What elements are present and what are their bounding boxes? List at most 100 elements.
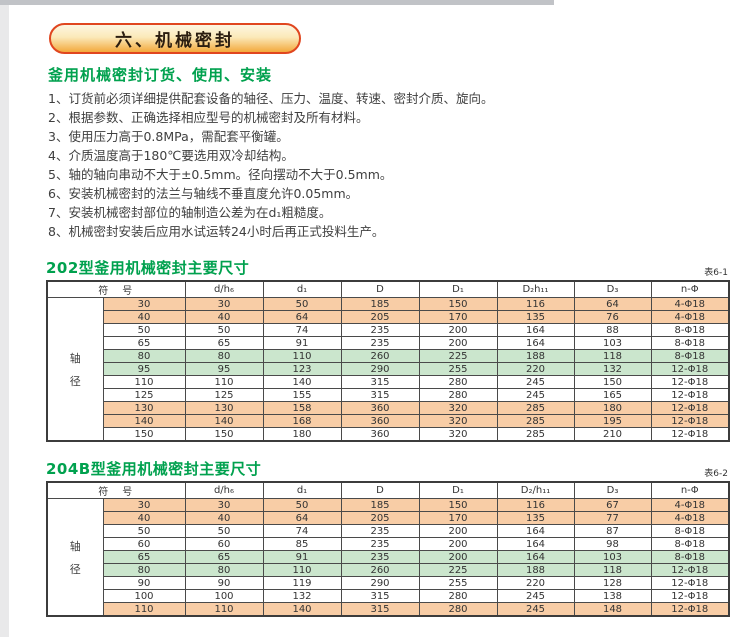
table-cell: 140: [102, 414, 186, 428]
table-cell: 188: [496, 349, 575, 363]
table-cell: 12-Φ18: [650, 362, 730, 376]
table-cell: 50: [262, 498, 342, 512]
table-cell: 30: [184, 297, 264, 311]
table-cell: 290: [340, 362, 420, 376]
table-cell: 4-Φ18: [650, 498, 730, 512]
table-cell: 320: [418, 427, 498, 442]
table-cell: 165: [573, 388, 652, 402]
table-cell: 95: [184, 362, 264, 376]
section-head-202: 202型釜用机械密封主要尺寸 表6-1: [46, 257, 728, 278]
dims-table-202: 符 号 d/h₆ d₁ D D₁ D₂h₁₁ D₃ n-Φ 轴径 30 30 50 185 150 11…: [46, 280, 730, 442]
table-cell: 91: [262, 550, 342, 564]
table-cell: 164: [496, 550, 575, 564]
table-cell: 50: [102, 524, 186, 538]
table-cell: 80: [102, 563, 186, 577]
column-header: D₁: [418, 280, 498, 298]
table-cell: 280: [418, 375, 498, 389]
table-cell: 315: [340, 602, 420, 617]
table-cell: 110: [262, 563, 342, 577]
table-cell: 8-Φ18: [650, 537, 730, 551]
table-row: 110 110 140 315 280 245 148 12-Φ18: [47, 602, 730, 617]
table-cell: 74: [262, 524, 342, 538]
table-cell: 128: [573, 576, 652, 590]
document-page: 六、机械密封 釜用机械密封订货、使用、安装 1、订货前必须详细提供配套设备的轴径…: [46, 23, 730, 617]
table-row: 110 110 140 315 280 245 150 12-Φ18: [47, 375, 730, 389]
table-label-6-1: 表6-1: [704, 268, 728, 278]
table-cell: 4-Φ18: [650, 511, 730, 525]
axis-label-char: 轴: [69, 351, 81, 365]
table-row: 90 90 119 290 255 220 128 12-Φ18: [47, 576, 730, 590]
table-cell: 180: [262, 427, 342, 442]
table-cell: 80: [184, 563, 264, 577]
table-cell: 100: [102, 589, 186, 603]
table-cell: 116: [496, 498, 575, 512]
column-header: n-Φ: [650, 280, 730, 298]
table-cell: 12-Φ18: [650, 401, 730, 415]
section-badge-label: 六、机械密封: [115, 31, 235, 51]
table-cell: 235: [340, 524, 420, 538]
table-cell: 50: [184, 524, 264, 538]
section-title-202: 202型釜用机械密封主要尺寸: [46, 259, 250, 277]
table-cell: 195: [573, 414, 652, 428]
table-cell: 125: [102, 388, 186, 402]
table-cell: 140: [262, 602, 342, 617]
table-cell: 200: [418, 524, 498, 538]
table-row: 轴径 30 30 50 185 150 116 67 4-Φ18: [46, 498, 730, 617]
table-cell: 76: [573, 310, 652, 324]
section-title-204b: 204B型釜用机械密封主要尺寸: [46, 460, 262, 478]
table-cell: 118: [573, 349, 652, 363]
table-cell: 235: [340, 323, 420, 337]
table-row: 80 80 110 260 225 188 118 8-Φ18: [47, 349, 730, 363]
table-cell: 110: [262, 349, 342, 363]
table-cell: 315: [340, 375, 420, 389]
table-cell: 100: [184, 589, 264, 603]
table-header-row: 符 号 d/h₆ d₁ D D₁ D₂/h₁₁ D₃ n-Φ: [46, 481, 730, 499]
table-cell: 188: [496, 563, 575, 577]
note-item: 6、安装机械密封的法兰与轴线不垂直度允许0.05mm。: [48, 186, 359, 201]
column-header: d₁: [262, 481, 342, 499]
table-cell: 4-Φ18: [650, 310, 730, 324]
table-cell: 98: [573, 537, 652, 551]
table-cell: 135: [496, 310, 575, 324]
table-row: 100 100 132 315 280 245 138 12-Φ18: [47, 589, 730, 603]
note-item: 3、使用压力高于0.8MPa，需配套平衡罐。: [48, 129, 289, 144]
table-cell: 64: [573, 297, 652, 311]
table-cell: 50: [262, 297, 342, 311]
table-cell: 30: [102, 498, 186, 512]
table-cell: 205: [340, 511, 420, 525]
table-cell: 88: [573, 323, 652, 337]
table-cell: 220: [496, 576, 575, 590]
table-cell: 12-Φ18: [650, 375, 730, 389]
table-header-row: 符 号 d/h₆ d₁ D D₁ D₂h₁₁ D₃ n-Φ: [46, 280, 730, 298]
table-cell: 315: [340, 589, 420, 603]
table-row: 40 40 64 205 170 135 76 4-Φ18: [47, 310, 730, 324]
symbol-header: 符 号: [46, 481, 186, 499]
table-cell: 280: [418, 388, 498, 402]
intro-heading: 釜用机械密封订货、使用、安装: [48, 66, 273, 84]
column-header: D₃: [573, 280, 652, 298]
table-cell: 116: [496, 297, 575, 311]
table-cell: 67: [573, 498, 652, 512]
table-cell: 132: [262, 589, 342, 603]
table-cell: 8-Φ18: [650, 323, 730, 337]
table-cell: 85: [262, 537, 342, 551]
table-cell: 60: [184, 537, 264, 551]
table-cell: 225: [418, 563, 498, 577]
note-item: 7、安装机械密封部位的轴制造公差为在d₁粗糙度。: [48, 205, 332, 220]
table-cell: 8-Φ18: [650, 349, 730, 363]
table-cell: 200: [418, 323, 498, 337]
table-cell: 260: [340, 349, 420, 363]
table-cell: 164: [496, 323, 575, 337]
table-cell: 245: [496, 388, 575, 402]
table-cell: 90: [102, 576, 186, 590]
table-row: 50 50 74 235 200 164 88 8-Φ18: [47, 323, 730, 337]
table-cell: 170: [418, 310, 498, 324]
table-cell: 12-Φ18: [650, 576, 730, 590]
table-cell: 360: [340, 401, 420, 415]
table-cell: 138: [573, 589, 652, 603]
table-cell: 150: [102, 427, 186, 442]
table-cell: 360: [340, 414, 420, 428]
table-cell: 245: [496, 589, 575, 603]
table-cell: 315: [340, 388, 420, 402]
table-cell: 110: [184, 375, 264, 389]
